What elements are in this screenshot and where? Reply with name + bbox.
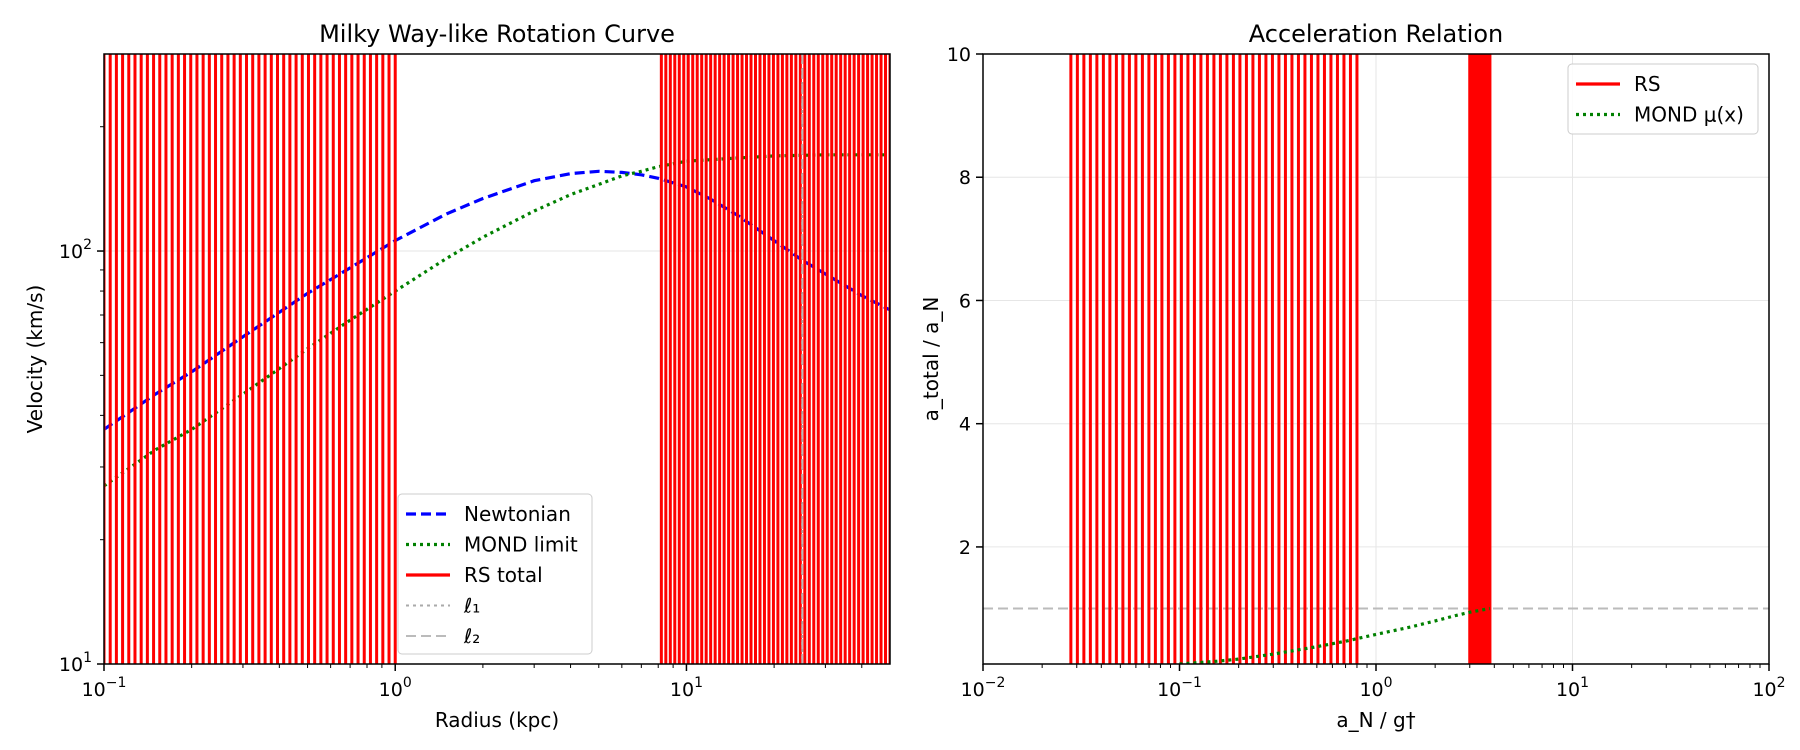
plot-contents	[983, 54, 1769, 664]
x-axis-label: Radius (kpc)	[435, 708, 559, 732]
legend-label: RS	[1634, 72, 1661, 96]
legend: RS MOND μ(x)	[1567, 63, 1759, 135]
ticks: 10−1 100 101 101 102	[59, 126, 863, 701]
chart-title: Acceleration Relation	[1249, 20, 1503, 48]
y-axis-label: Velocity (km/s)	[23, 285, 47, 434]
legend-label: Newtonian	[464, 502, 571, 526]
legend-box	[1567, 63, 1759, 135]
y-tick-label: 6	[959, 290, 971, 312]
series-rs	[1069, 54, 1492, 664]
legend-label: MOND limit	[464, 533, 578, 557]
y-axis-label: a_total / a_N	[919, 297, 943, 422]
legend-label: ℓ₁	[463, 594, 480, 618]
rotation-curve-panel: 10−1 100 101 101 102 Milky Way-like Rotation …	[23, 20, 891, 732]
legend-label: ℓ₂	[463, 624, 480, 648]
plot-contents	[104, 54, 890, 664]
x-tick-label: 102	[1752, 675, 1785, 701]
y-tick-label: 8	[959, 167, 971, 189]
y-tick-label: 101	[59, 650, 92, 676]
y-tick-label: 10	[947, 44, 971, 66]
legend-box	[397, 493, 593, 655]
x-tick-label: 100	[1359, 675, 1392, 701]
axes-frame	[103, 53, 891, 665]
x-tick-label: 101	[670, 675, 703, 701]
legend-label: RS total	[464, 563, 543, 587]
legend: Newtonian MOND limit RS total ℓ₁ ℓ₂	[397, 493, 593, 655]
x-tick-label: 10−1	[82, 675, 127, 701]
x-tick-label: 10−1	[1157, 675, 1202, 701]
y-tick-label: 102	[59, 237, 92, 263]
x-tick-label: 101	[1556, 675, 1589, 701]
x-tick-label: 100	[379, 675, 412, 701]
series-line-mond-x	[1179, 606, 1491, 664]
acceleration-relation-panel: 10−2 10−1 100 101 102 2 4 6 8 10 Acceleration Rela…	[919, 20, 1786, 732]
legend-label: MOND μ(x)	[1634, 103, 1744, 127]
chart-title: Milky Way-like Rotation Curve	[319, 20, 675, 48]
y-tick-label: 4	[959, 414, 971, 436]
series-rs-total	[104, 54, 890, 664]
x-tick-label: 10−2	[961, 675, 1006, 701]
x-axis-label: a_N / g†	[1336, 708, 1415, 732]
y-tick-label: 2	[959, 537, 971, 559]
ticks: 10−2 10−1 100 101 102 2 4 6 8 10	[947, 44, 1786, 701]
